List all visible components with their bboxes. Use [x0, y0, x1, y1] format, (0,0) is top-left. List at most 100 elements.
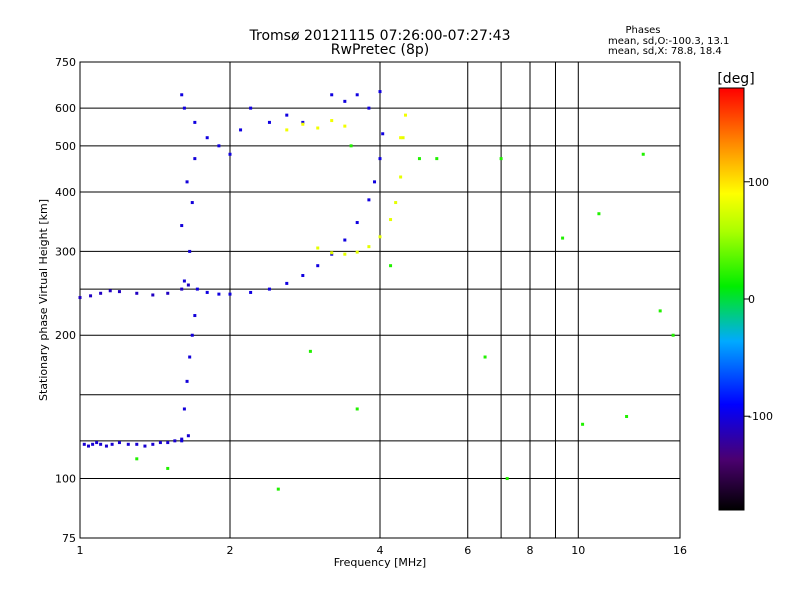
data-point	[89, 294, 93, 298]
data-point	[394, 201, 398, 205]
y-tick-label: 600	[55, 102, 76, 115]
data-point	[285, 281, 289, 285]
data-point	[301, 120, 305, 124]
y-tick-label: 750	[55, 56, 76, 69]
colorbar-ticks: 100 0 -100	[744, 176, 773, 423]
data-point	[330, 119, 334, 123]
data-point	[185, 379, 189, 383]
x-tick-label: 1	[77, 544, 84, 557]
x-tick-label: 8	[527, 544, 534, 557]
data-point	[180, 224, 184, 228]
data-point	[378, 90, 382, 94]
data-point	[403, 113, 407, 117]
data-point	[401, 136, 405, 140]
data-point	[483, 355, 487, 359]
data-point	[301, 274, 305, 278]
data-point	[399, 175, 403, 179]
data-point	[625, 414, 629, 418]
data-point	[330, 93, 334, 97]
data-point	[143, 444, 147, 448]
y-tick-label: 400	[55, 186, 76, 199]
data-point	[267, 120, 271, 124]
chart-title: Tromsø 20121115 07:26:00-07:27:43	[249, 28, 511, 44]
data-point	[182, 279, 186, 283]
data-point	[217, 144, 221, 148]
data-point	[82, 442, 86, 446]
data-point	[330, 251, 334, 255]
x-tick-label: 16	[673, 544, 687, 557]
data-point	[190, 201, 194, 205]
data-point	[166, 441, 170, 445]
data-point	[173, 439, 177, 443]
data-point	[193, 314, 197, 318]
colorbar-tick-label: -100	[748, 410, 773, 423]
data-point	[343, 124, 347, 128]
x-tick-labels: 1 2 4 6 8 10 16	[77, 544, 688, 557]
data-point	[86, 444, 90, 448]
data-point	[151, 293, 155, 297]
data-point	[117, 290, 121, 294]
data-point	[239, 128, 243, 132]
data-point	[228, 292, 232, 296]
colorbar	[718, 87, 745, 511]
data-point	[301, 122, 305, 126]
data-point	[205, 290, 209, 294]
y-axis-label: Stationary phase Virtual Height [km]	[37, 199, 50, 401]
data-point	[185, 180, 189, 184]
data-point	[205, 136, 209, 140]
data-point	[316, 264, 320, 268]
data-point	[95, 441, 99, 445]
data-point	[180, 437, 184, 441]
data-point	[399, 136, 403, 140]
data-point	[285, 113, 289, 117]
data-point	[99, 291, 103, 295]
data-point	[373, 180, 377, 184]
data-point	[135, 457, 139, 461]
data-point	[367, 198, 371, 202]
data-point	[166, 291, 170, 295]
data-point	[126, 442, 130, 446]
data-point	[276, 487, 280, 491]
data-point	[228, 152, 232, 156]
data-point	[78, 296, 82, 300]
data-point	[249, 106, 253, 110]
x-tick-label: 2	[227, 544, 234, 557]
data-point	[193, 120, 197, 124]
y-tick-label: 500	[55, 140, 76, 153]
data-point	[104, 444, 108, 448]
data-point	[343, 238, 347, 242]
data-point	[110, 442, 114, 446]
data-point	[267, 287, 271, 291]
data-point	[378, 157, 382, 161]
data-point	[285, 128, 289, 132]
data-point	[135, 291, 139, 295]
data-point	[182, 407, 186, 411]
data-point	[186, 283, 190, 287]
x-tick-label: 6	[464, 544, 471, 557]
data-point	[641, 152, 645, 156]
data-point	[158, 441, 162, 445]
points-layer	[78, 90, 675, 491]
data-point	[180, 439, 184, 443]
data-point	[658, 309, 662, 313]
data-point	[188, 249, 192, 253]
y-tick-label: 75	[62, 532, 76, 545]
data-point	[378, 235, 382, 239]
stats-x-line: mean, sd,X: 78.8, 18.4	[608, 46, 722, 57]
data-point	[561, 236, 565, 240]
colorbar-tick-label: 100	[748, 176, 769, 189]
y-tick-label: 100	[55, 473, 76, 486]
grid-layer	[80, 62, 680, 538]
data-point	[308, 349, 312, 353]
data-point	[135, 442, 139, 446]
data-point	[381, 132, 385, 136]
y-tick-labels: 75 100 200 300 400 500 600 750	[55, 56, 76, 545]
data-point	[190, 333, 194, 337]
data-point	[367, 106, 371, 110]
data-point	[367, 245, 371, 249]
data-point	[417, 157, 421, 161]
data-point	[195, 287, 199, 291]
data-point	[349, 144, 353, 148]
data-point	[355, 93, 359, 97]
